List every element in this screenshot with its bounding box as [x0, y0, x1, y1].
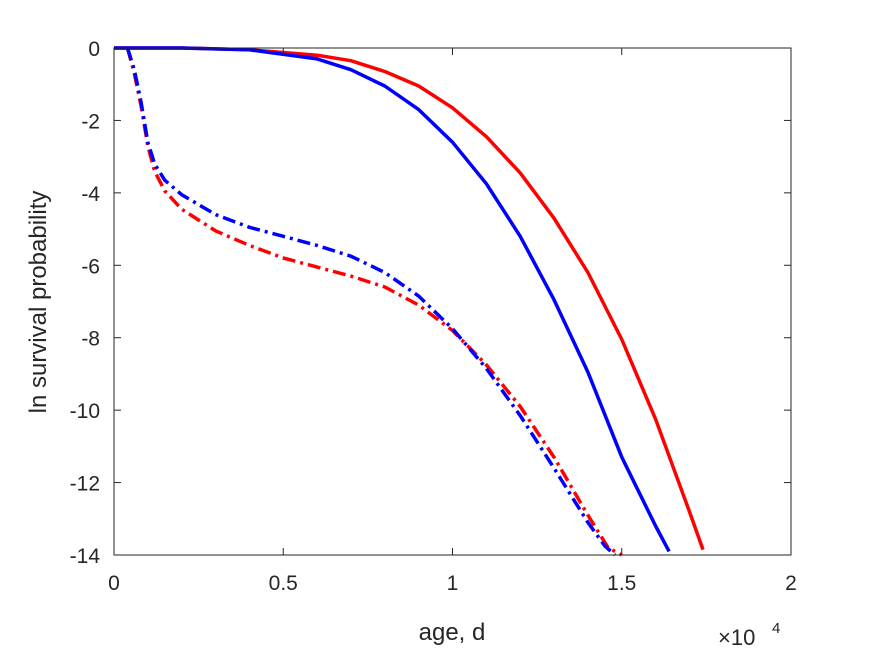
y-tick-label: -10 [70, 400, 100, 423]
x-exponent-base: ×10 [718, 625, 755, 650]
x-tick-label: 2 [785, 572, 797, 595]
y-tick-label: -6 [81, 255, 100, 278]
y-tick-label: -12 [70, 473, 100, 496]
x-tick-label: 0.5 [269, 572, 298, 595]
x-axis-exponent: ×10 4 [718, 620, 780, 650]
y-tick-label: -14 [70, 545, 101, 568]
y-tick-label: -2 [81, 110, 100, 133]
x-tick-label: 0 [108, 572, 120, 595]
x-exponent-power: 4 [772, 620, 780, 637]
series-line-2 [114, 46, 671, 553]
y-tick-label: -4 [81, 183, 100, 206]
x-axis-label: age, d [419, 619, 486, 646]
x-tick-label: 1 [447, 572, 459, 595]
y-axis-label: ln survival probability [25, 191, 52, 414]
plot-area [114, 48, 791, 555]
series-line-4 [125, 47, 617, 557]
axes-layer: 0 0.5 1 1.5 2 0 -2 -4 -6 -8 -10 -12 -14 [70, 38, 797, 595]
x-tick-label: 1.5 [607, 572, 636, 595]
y-tick-label: 0 [88, 38, 100, 61]
y-tick-label: -8 [81, 328, 100, 351]
